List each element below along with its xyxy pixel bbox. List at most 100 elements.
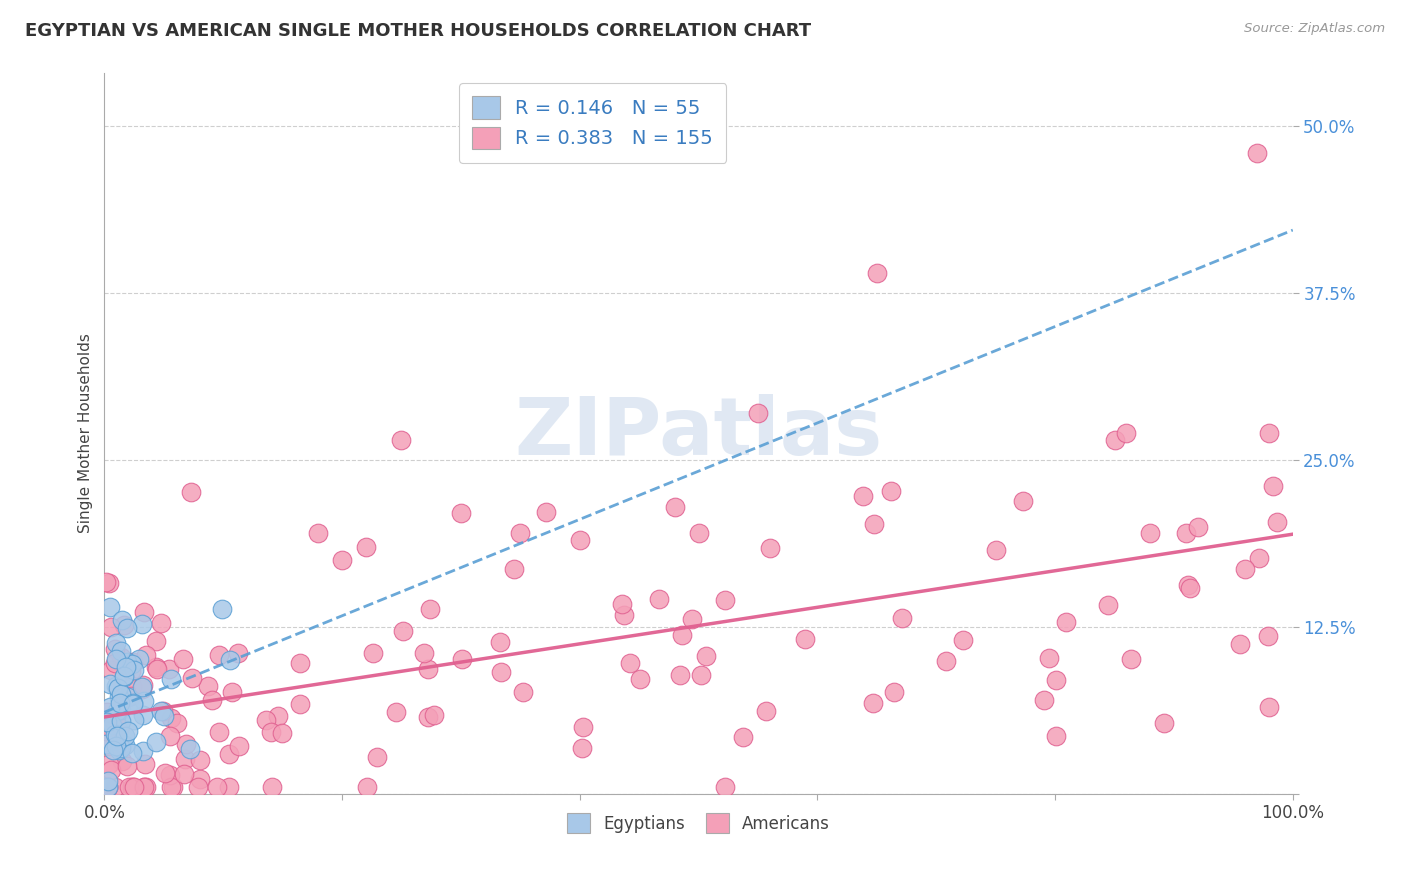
Point <box>110 741 132 756</box>
Point <box>131 680 153 694</box>
Point <box>512 685 534 699</box>
Point <box>356 780 378 794</box>
Point <box>509 526 531 541</box>
Point <box>145 660 167 674</box>
Point <box>132 605 155 619</box>
Point <box>146 662 169 676</box>
Point <box>108 743 131 757</box>
Point <box>648 592 671 607</box>
Point <box>416 709 439 723</box>
Point <box>690 667 713 681</box>
Point <box>1177 578 1199 592</box>
Point <box>288 656 311 670</box>
Point <box>262 780 284 794</box>
Point <box>1097 598 1119 612</box>
Point <box>152 704 174 718</box>
Point <box>100 763 122 777</box>
Point <box>110 703 132 717</box>
Point <box>671 628 693 642</box>
Point <box>153 708 176 723</box>
Point <box>664 500 686 514</box>
Point <box>254 713 277 727</box>
Point <box>135 780 157 794</box>
Point <box>115 758 138 772</box>
Point <box>1233 562 1256 576</box>
Point <box>423 708 446 723</box>
Point <box>96 737 118 751</box>
Point <box>259 724 281 739</box>
Point <box>110 714 132 728</box>
Point <box>1045 729 1067 743</box>
Point <box>97 736 120 750</box>
Point <box>122 663 145 677</box>
Point <box>1229 637 1251 651</box>
Point <box>173 752 195 766</box>
Point <box>1263 479 1285 493</box>
Text: EGYPTIAN VS AMERICAN SINGLE MOTHER HOUSEHOLDS CORRELATION CHART: EGYPTIAN VS AMERICAN SINGLE MOTHER HOUSE… <box>25 22 811 40</box>
Point <box>181 671 204 685</box>
Point <box>104 652 127 666</box>
Point <box>98 599 121 614</box>
Point <box>104 727 127 741</box>
Point <box>852 489 875 503</box>
Point <box>131 678 153 692</box>
Point <box>122 696 145 710</box>
Point <box>1178 581 1201 595</box>
Point <box>104 656 127 670</box>
Point <box>205 780 228 794</box>
Point <box>714 593 737 607</box>
Point <box>96 705 118 719</box>
Point <box>179 741 201 756</box>
Point <box>104 739 127 753</box>
Point <box>149 704 172 718</box>
Point <box>121 780 143 794</box>
Point <box>100 664 122 678</box>
Point <box>110 696 132 710</box>
Point <box>115 621 138 635</box>
Point <box>94 723 117 738</box>
Point <box>108 690 131 704</box>
Point <box>112 618 135 632</box>
Point <box>110 720 132 734</box>
Point <box>150 616 173 631</box>
Point <box>97 757 120 772</box>
Point <box>307 526 329 541</box>
Point <box>218 747 240 762</box>
Point <box>145 735 167 749</box>
Point <box>124 780 146 794</box>
Legend: Egyptians, Americans: Egyptians, Americans <box>561 807 837 839</box>
Point <box>114 738 136 752</box>
Point <box>97 780 120 794</box>
Point <box>228 646 250 660</box>
Point <box>412 646 434 660</box>
Point <box>97 780 120 794</box>
Point <box>107 681 129 695</box>
Point <box>112 669 135 683</box>
Point <box>747 406 769 420</box>
Point <box>1174 526 1197 541</box>
Point <box>866 266 889 280</box>
Point <box>695 649 717 664</box>
Point <box>385 705 408 719</box>
Point <box>935 654 957 668</box>
Point <box>208 724 231 739</box>
Point <box>105 679 128 693</box>
Point <box>117 724 139 739</box>
Point <box>1249 550 1271 565</box>
Point <box>952 632 974 647</box>
Point <box>863 517 886 532</box>
Point <box>101 713 124 727</box>
Point <box>681 612 703 626</box>
Text: Source: ZipAtlas.com: Source: ZipAtlas.com <box>1244 22 1385 36</box>
Point <box>1119 652 1142 666</box>
Point <box>1038 651 1060 665</box>
Point <box>121 746 143 760</box>
Point <box>1257 425 1279 440</box>
Point <box>98 576 121 591</box>
Point <box>159 729 181 743</box>
Point <box>628 672 651 686</box>
Point <box>166 715 188 730</box>
Point <box>503 562 526 576</box>
Point <box>218 780 240 794</box>
Point <box>688 526 710 541</box>
